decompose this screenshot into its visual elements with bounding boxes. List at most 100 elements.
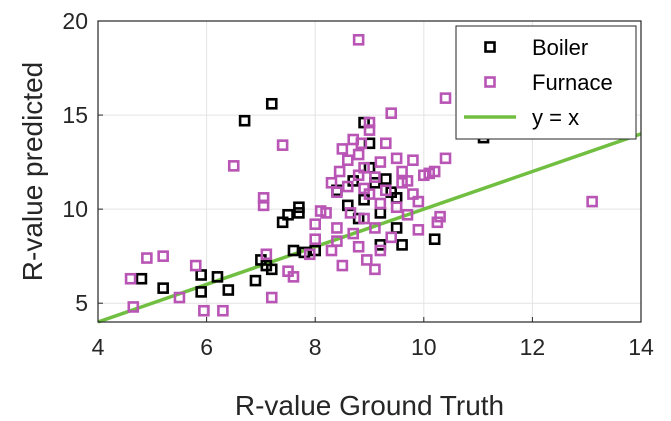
legend-entry-label: y = x [532,105,579,130]
furnace-point [369,263,381,276]
furnace-point [227,160,240,172]
furnace-point [363,188,376,200]
furnace-point [428,165,441,178]
furnace-point [333,165,346,178]
furnace-point [217,304,229,317]
x-axis-label: R-value Ground Truth [235,390,504,421]
furnace-point [401,208,414,221]
x-tick-label: 14 [628,334,654,360]
furnace-point [276,139,289,151]
series-boiler-points [135,97,490,298]
x-tick-labels: 4 6 8 10 12 14 [92,334,654,360]
legend-entry-label: Furnace [532,70,613,95]
furnace-point [358,212,370,225]
furnace-point [369,222,381,234]
boiler-point [390,222,403,234]
furnace-point [341,180,354,193]
series-furnace-points [124,34,598,317]
furnace-point [198,304,210,317]
legend-marker-boiler [484,41,496,53]
x-tick-label: 12 [520,334,546,360]
furnace-point [412,224,425,236]
furnace-point [363,116,376,129]
furnace-point [287,271,300,283]
boiler-point [238,114,251,127]
furnace-point [385,107,398,119]
x-tick-label: 6 [200,334,213,360]
y-tick-label: 20 [62,8,88,34]
legend: Boiler Furnace y = x [455,25,637,140]
boiler-point [293,201,305,214]
furnace-point [352,148,365,161]
furnace-point [439,152,452,165]
furnace-point [434,210,446,223]
furnace-point [360,254,373,266]
furnace-point [257,199,270,212]
furnace-point [396,165,408,178]
furnace-point [369,171,381,183]
plot-marks [97,34,642,324]
x-tick-label: 10 [411,334,437,360]
boiler-point [265,263,278,276]
furnace-point [439,92,452,104]
furnace-point [189,259,202,272]
boiler-point [341,199,354,212]
furnace-point [309,233,322,246]
plot-frame [97,20,642,323]
boiler-point [428,233,441,246]
furnace-point [407,154,419,167]
furnace-point [127,301,140,313]
y-tick-label: 5 [75,290,88,316]
furnace-point [379,137,392,150]
furnace-point [336,259,349,272]
furnace-point [309,218,322,230]
furnace-point [374,197,387,210]
x-tick-label: 8 [309,334,322,360]
y-tick-label: 15 [62,102,88,128]
furnace-point [331,235,343,247]
furnace-point [157,250,169,262]
x-tick-label: 4 [92,334,105,360]
furnace-point [331,222,343,234]
furnace-point [331,186,343,198]
furnace-point [347,227,360,240]
furnace-point [257,192,270,204]
boiler-point [222,284,235,296]
furnace-point [586,195,598,208]
furnace-point [320,207,332,219]
boiler-point [374,207,387,219]
furnace-point [374,244,387,257]
boiler-point [379,173,392,185]
furnace-point [358,161,370,174]
furnace-point [352,34,365,46]
y-tick-labels: 5 10 15 20 [62,8,88,316]
legend-entry-label: Boiler [532,35,588,60]
furnace-point [363,124,376,136]
furnace-point [401,175,414,187]
furnace-point [141,252,153,264]
furnace-point [173,291,186,304]
furnace-point [385,231,398,244]
boiler-point [195,269,207,281]
boiler-point [287,244,300,257]
boiler-point [282,208,294,221]
boiler-point [211,271,224,283]
furnace-point [412,195,425,208]
furnace-point [325,244,338,257]
furnace-point [355,137,368,150]
boiler-point [396,239,408,251]
boiler-point [195,286,207,298]
furnace-point [260,248,273,261]
furnace-point [390,152,403,165]
y-axis-label: R-value predicted [17,62,48,281]
furnace-point [124,272,137,285]
furnace-point [303,248,316,261]
legend-marker-furnace [484,76,496,88]
boiler-point [249,274,262,287]
furnace-point [265,291,278,304]
furnace-point [341,154,354,167]
furnace-point [352,240,365,253]
furnace-point [344,207,357,219]
y-tick-label: 10 [62,196,88,222]
